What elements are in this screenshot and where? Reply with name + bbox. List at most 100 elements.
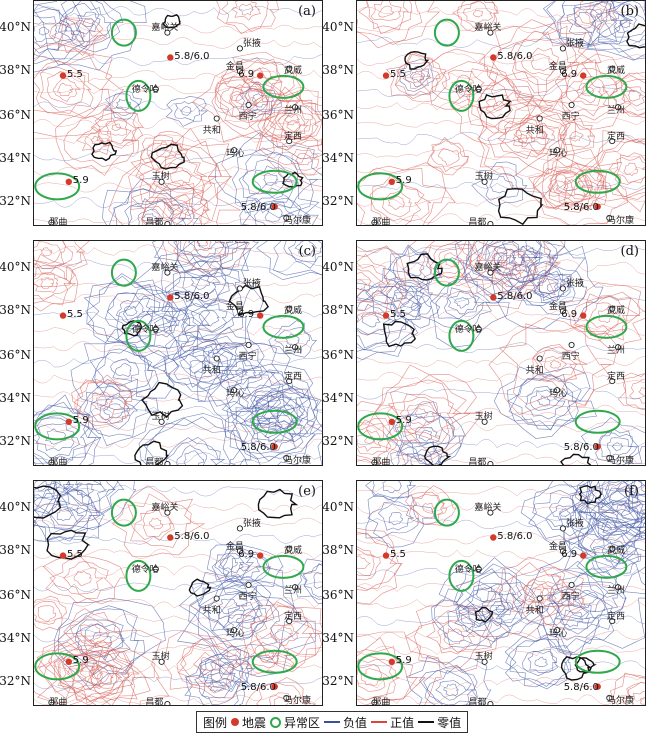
positive-contour — [557, 117, 595, 153]
anomaly-zone — [251, 409, 298, 434]
latitude-label: 38°N — [0, 543, 31, 558]
city-marker — [559, 45, 566, 52]
negative-contour — [44, 428, 67, 445]
negative-contour — [367, 501, 419, 539]
city-marker — [487, 460, 494, 465]
positive-contour — [374, 374, 471, 453]
negative-contour — [455, 572, 550, 643]
positive-contour — [618, 681, 645, 705]
earthquake-magnitude-label: 5.9 — [395, 654, 412, 666]
positive-contour — [34, 293, 322, 304]
negative-contour — [34, 15, 67, 49]
negative-contour — [197, 580, 264, 630]
positive-contour — [357, 453, 645, 465]
negative-contour — [541, 1, 633, 47]
positive-contour — [399, 396, 442, 433]
zero-contour — [34, 485, 62, 519]
latitude-label: 36°N — [322, 108, 354, 123]
positive-contour — [478, 19, 594, 112]
positive-contour — [36, 640, 103, 700]
negative-contour — [415, 257, 513, 348]
city-marker — [609, 65, 616, 72]
earthquake-marker — [271, 443, 278, 450]
negative-contour — [34, 452, 322, 465]
negative-contour — [34, 1, 147, 71]
negative-contour — [34, 405, 322, 417]
positive-contour — [37, 629, 170, 705]
positive-contour — [404, 400, 438, 427]
anomaly-zone — [251, 169, 298, 194]
city-marker — [158, 178, 165, 185]
city-marker — [48, 699, 55, 705]
anomaly-zone — [110, 258, 137, 287]
negative-contour — [357, 566, 645, 577]
positive-contour — [357, 676, 645, 690]
city-marker — [164, 269, 171, 276]
positive-contour — [357, 501, 645, 514]
negative-contour — [103, 90, 143, 121]
negative-contour — [141, 213, 158, 225]
city-label: 共和 — [525, 365, 544, 376]
city-marker — [487, 220, 494, 225]
positive-contour — [512, 31, 577, 94]
positive-contour — [573, 180, 594, 198]
positive-contour — [430, 140, 470, 172]
earthquake-marker — [490, 534, 497, 541]
positive-contour — [623, 373, 645, 410]
negative-contour — [34, 197, 322, 209]
negative-contour — [137, 208, 164, 225]
city-label: 武威 — [284, 305, 303, 316]
map-panel-f: (f) 嘉峪关 张掖 金昌 武威 德令哈 西宁 兰州 共和 定西 玛沁 玉树 马尔康 昌都 那曲 5.5 5.… — [356, 480, 646, 706]
negative-contour — [190, 576, 261, 633]
negative-contour — [34, 401, 97, 465]
negative-line-icon — [324, 721, 341, 723]
negative-contour — [211, 348, 234, 363]
positive-contour — [555, 172, 586, 197]
negative-contour — [75, 623, 126, 661]
positive-contour — [135, 141, 222, 213]
negative-contour — [210, 592, 248, 620]
city-marker — [283, 694, 290, 702]
zero-contour — [162, 13, 181, 29]
positive-contour — [516, 578, 555, 606]
positive-contour — [532, 168, 590, 210]
negative-contour — [53, 481, 119, 514]
latitude-label: 38°N — [0, 63, 31, 78]
zero-contour — [626, 23, 645, 49]
anomaly-zone — [262, 554, 305, 579]
negative-contour — [178, 571, 275, 643]
earthquake-marker — [490, 54, 497, 61]
city-marker — [286, 618, 293, 625]
city-label: 武威 — [607, 545, 626, 556]
anomaly-zone — [574, 649, 621, 674]
anomaly-zone — [125, 319, 152, 352]
contour-map — [34, 1, 322, 225]
positive-contour — [148, 517, 164, 530]
earthquake-marker — [65, 658, 72, 665]
negative-contour — [365, 267, 434, 322]
earthquake-magnitude-label: 5.8/6.0 — [174, 290, 210, 302]
positive-contour — [34, 437, 322, 449]
negative-contour — [357, 84, 645, 98]
positive-contour — [357, 485, 645, 498]
positive-contour — [541, 162, 602, 209]
latitude-label: 36°N — [0, 108, 31, 123]
city-label: 德令哈 — [454, 85, 482, 96]
negative-contour — [180, 326, 265, 385]
earthquake-magnitude-label: 5.8/6.0 — [563, 201, 599, 213]
earthquake-marker — [580, 72, 587, 79]
negative-contour — [357, 131, 645, 146]
city-marker — [554, 627, 561, 634]
city-marker — [286, 65, 293, 72]
negative-contour — [357, 182, 645, 194]
negative-contour — [357, 660, 645, 673]
legend-label: 异常区 — [284, 715, 321, 730]
latitude-label: 32°N — [322, 194, 354, 209]
city-marker — [614, 104, 622, 111]
positive-contour — [414, 609, 493, 669]
positive-contour — [34, 182, 322, 194]
city-marker — [559, 68, 566, 75]
positive-contour — [141, 183, 209, 225]
positive-contour — [34, 22, 322, 34]
positive-contour — [497, 121, 547, 158]
